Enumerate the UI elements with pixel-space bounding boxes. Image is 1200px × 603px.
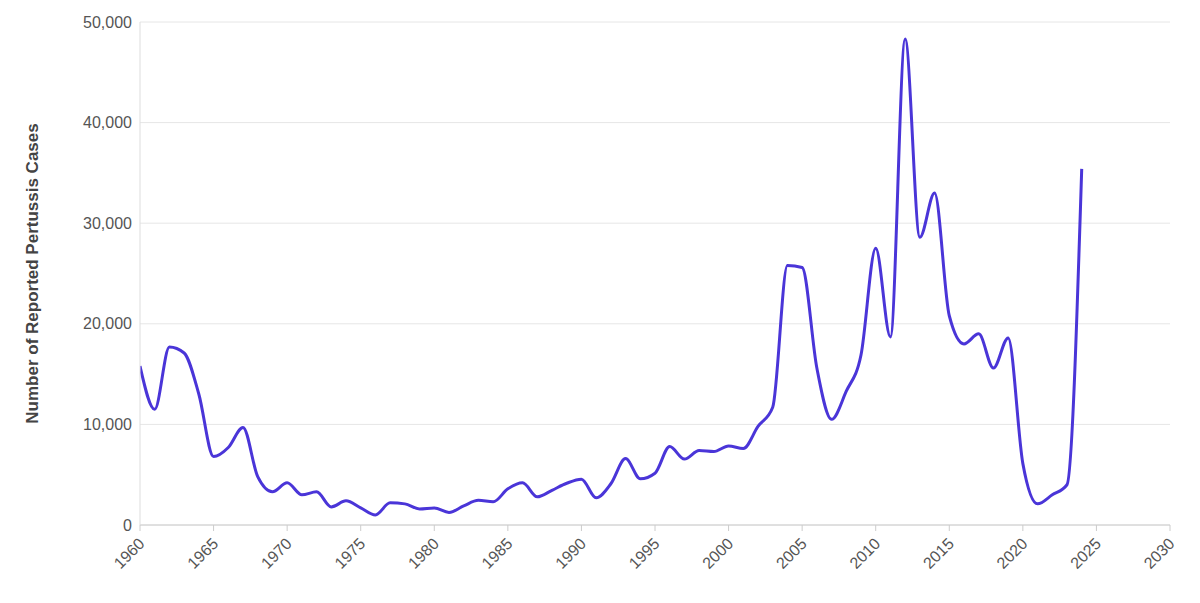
svg-text:2020: 2020: [993, 535, 1030, 572]
svg-text:0: 0: [123, 517, 132, 534]
svg-text:2010: 2010: [846, 535, 883, 572]
svg-text:1985: 1985: [478, 535, 515, 572]
svg-text:2030: 2030: [1141, 535, 1178, 572]
svg-text:1980: 1980: [405, 535, 442, 572]
svg-text:50,000: 50,000: [83, 14, 132, 31]
svg-text:2005: 2005: [773, 535, 810, 572]
svg-text:1995: 1995: [626, 535, 663, 572]
svg-text:20,000: 20,000: [83, 315, 132, 332]
svg-text:1990: 1990: [552, 535, 589, 572]
svg-text:10,000: 10,000: [83, 416, 132, 433]
svg-text:2000: 2000: [699, 535, 736, 572]
svg-text:2015: 2015: [920, 535, 957, 572]
svg-text:Number of Reported Pertussis C: Number of Reported Pertussis Cases: [23, 123, 42, 423]
svg-text:1970: 1970: [258, 535, 295, 572]
svg-text:2025: 2025: [1067, 535, 1104, 572]
svg-text:1975: 1975: [331, 535, 368, 572]
svg-text:1965: 1965: [184, 535, 221, 572]
svg-text:1960: 1960: [111, 535, 148, 572]
svg-text:40,000: 40,000: [83, 114, 132, 131]
svg-text:30,000: 30,000: [83, 215, 132, 232]
